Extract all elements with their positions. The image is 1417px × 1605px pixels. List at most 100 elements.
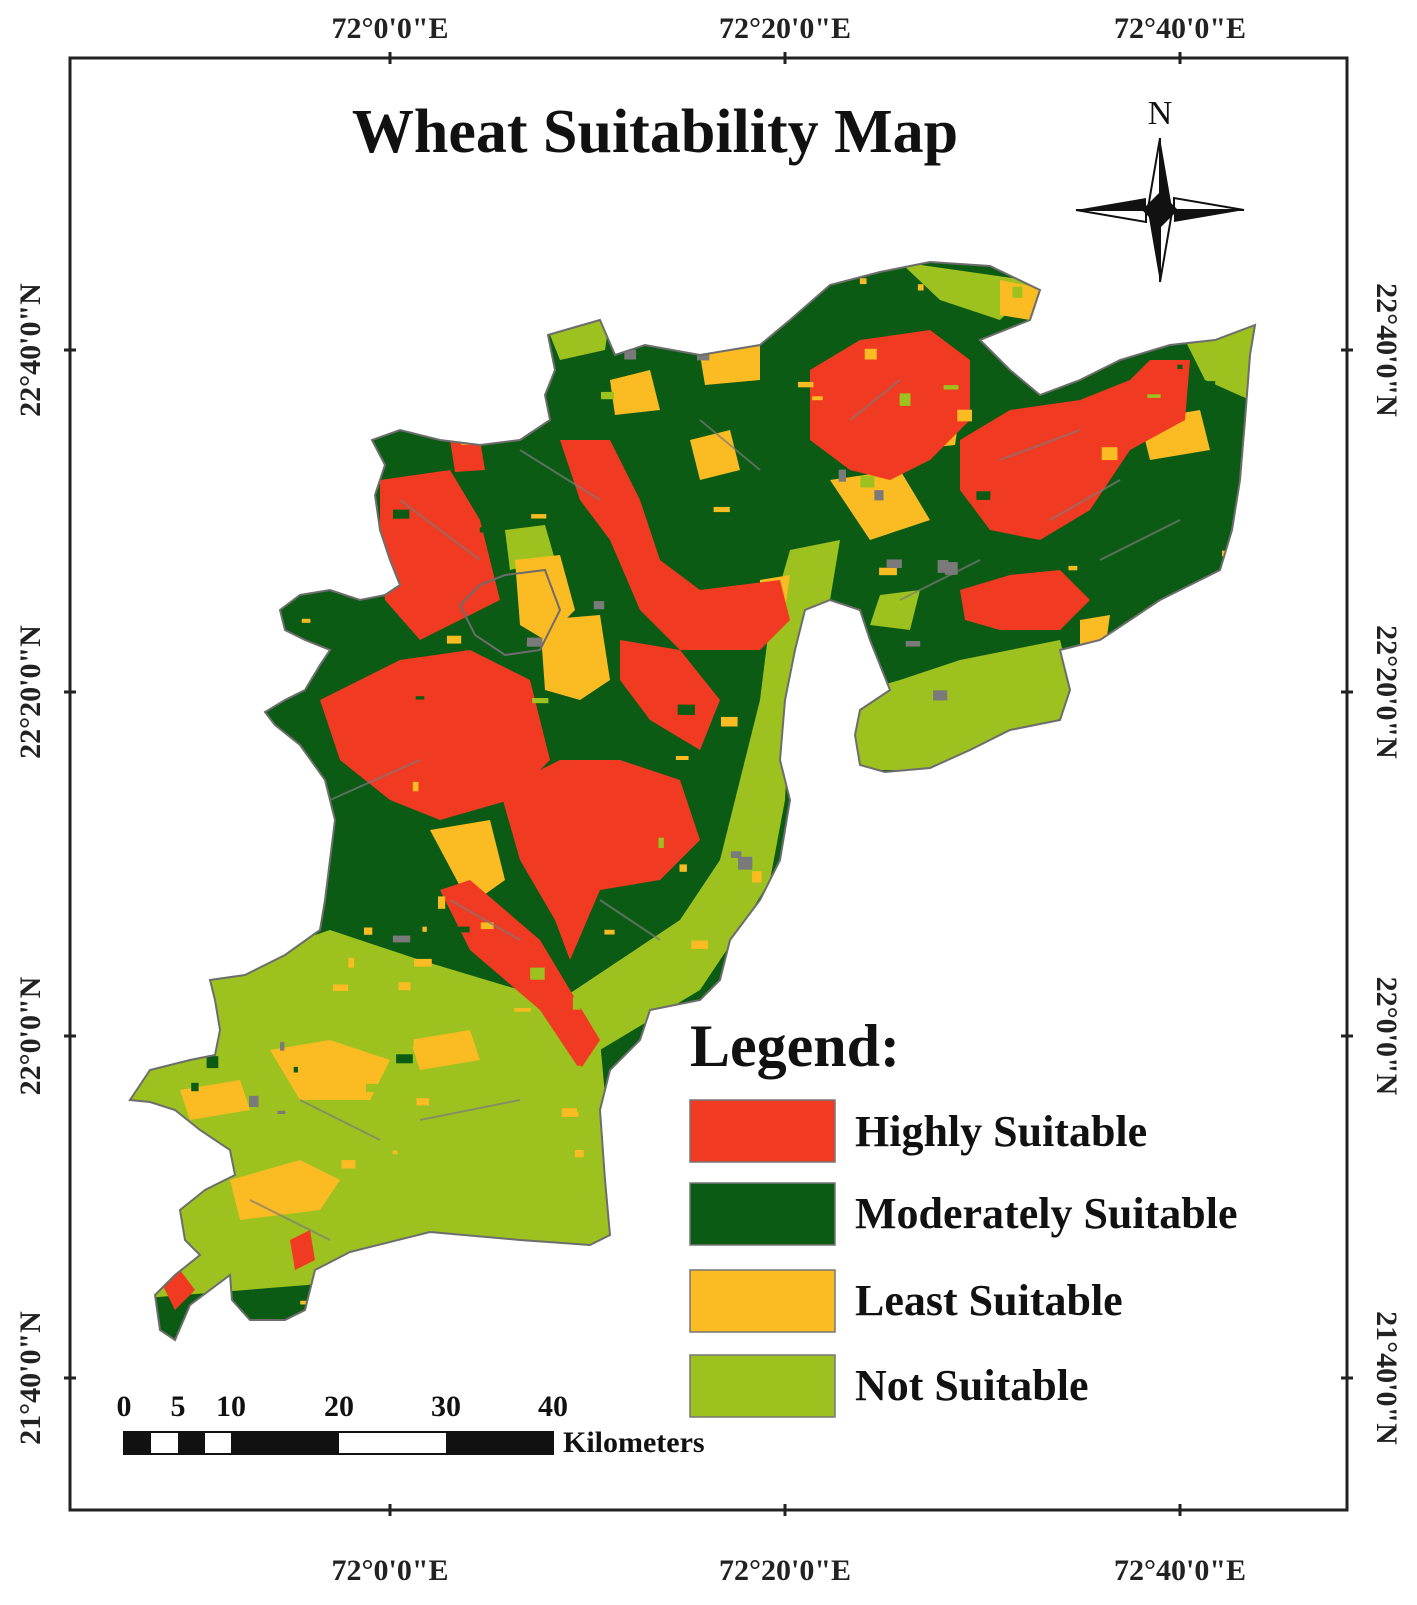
parcel-speck [1058, 1062, 1072, 1066]
parcel-speck [574, 1150, 584, 1158]
parcel-speck [142, 604, 158, 618]
parcel-speck [1180, 1120, 1186, 1126]
parcel-speck [1110, 1035, 1120, 1043]
parcel-speck [870, 1244, 878, 1256]
parcel-speck [364, 927, 373, 935]
parcel-speck [439, 1288, 446, 1296]
parcel-speck [957, 409, 972, 422]
parcel-speck [206, 1056, 219, 1069]
parcel-speck [285, 461, 303, 472]
parcel-speck [309, 1019, 324, 1032]
legend-title: Legend: [690, 1013, 900, 1079]
parcel-speck [843, 554, 849, 566]
parcel-speck [1082, 805, 1092, 815]
right-latitude-label: 22°20'0"N [1370, 625, 1403, 759]
parcel-speck [1131, 857, 1147, 864]
parcel-speck [899, 393, 911, 406]
parcel-speck [303, 775, 315, 781]
parcel-speck [287, 1037, 305, 1044]
parcel-speck [937, 560, 949, 573]
parcel-speck [452, 1098, 458, 1107]
left-latitude-label: 22°0'0"N [14, 976, 47, 1095]
right-latitude-label: 22°40'0"N [1370, 283, 1403, 417]
north-arrow-icon: N [1075, 95, 1245, 283]
parcel-speck [864, 348, 877, 360]
parcel-speck [254, 286, 270, 298]
parcel-speck [156, 407, 168, 419]
parcel-speck [675, 756, 689, 760]
parcel-speck [174, 302, 182, 313]
parcel-speck [412, 781, 419, 792]
parcel-speck [561, 1111, 579, 1117]
parcel-speck [558, 365, 566, 369]
parcel-speck [462, 401, 469, 409]
right-latitude-label: 21°40'0"N [1370, 1311, 1403, 1445]
parcel-speck [1004, 724, 1020, 729]
parcel-speck [480, 922, 494, 930]
left-latitude-label: 22°40'0"N [14, 283, 47, 417]
scale-tick-label: 30 [431, 1390, 461, 1423]
north-label: N [1148, 95, 1173, 132]
scale-tick-label: 40 [538, 1390, 568, 1423]
parcel-speck [1202, 1116, 1210, 1123]
parcel-speck [1175, 429, 1183, 433]
scale-bar-segment [231, 1432, 339, 1454]
parcel-speck [1164, 305, 1183, 311]
parcel-speck [147, 651, 158, 656]
parcel-speck [921, 1251, 927, 1260]
parcel-speck [301, 618, 311, 623]
parcel-speck [233, 713, 246, 725]
parcel-speck [601, 391, 614, 400]
top-longitude-label: 72°0'0"E [332, 12, 449, 45]
parcel-speck [1216, 930, 1224, 943]
parcel-speck [884, 846, 892, 853]
parcel-speck [734, 325, 741, 334]
parcel-speck [1177, 364, 1183, 370]
parcel-speck [1184, 591, 1198, 602]
bottom-longitude-label: 72°0'0"E [332, 1554, 449, 1587]
parcel-speck [572, 997, 581, 1010]
parcel-speck [452, 270, 467, 277]
parcel-speck [416, 1098, 430, 1106]
map-frame [68, 56, 1349, 1512]
parcel-speck [277, 1110, 286, 1114]
map-title: Wheat Suitability Map [352, 98, 958, 166]
parcel-speck [933, 690, 948, 701]
parcel-speck [781, 1087, 798, 1093]
parcel-speck [461, 1277, 467, 1284]
parcel-speck [235, 420, 253, 431]
graticule-ticks [64, 52, 1353, 1516]
parcel-speck [1112, 768, 1125, 776]
land-outline [128, 260, 1257, 1342]
parcel-speck [270, 471, 276, 477]
parcel-speck [1009, 1020, 1022, 1025]
parcel-speck [917, 284, 924, 291]
parcel-speck [860, 475, 875, 488]
parcel-speck [974, 962, 982, 970]
parcel-speck [1106, 725, 1113, 738]
parcel-speck [604, 929, 615, 935]
parcel-speck [800, 735, 812, 748]
parcel-speck [658, 837, 664, 848]
parcel-speck [1117, 635, 1125, 639]
parcel-speck [287, 396, 303, 408]
parcel-speck [752, 871, 762, 883]
parcel-speck [1190, 614, 1202, 622]
parcel-speck [646, 1187, 658, 1195]
parcel-speck [333, 323, 352, 328]
parcel-speck [859, 278, 867, 285]
parcel-speck [218, 505, 230, 509]
scale-bar-segment [178, 1432, 205, 1454]
parcel-speck [683, 325, 695, 329]
parcel-speck [636, 1053, 654, 1064]
parcel-speck [874, 490, 884, 501]
parcel-speck [348, 957, 354, 968]
parcel-speck [414, 958, 432, 967]
parcel-speck [143, 778, 156, 784]
parcel-speck [458, 926, 470, 933]
parcel-speck [404, 1035, 414, 1048]
parcel-speck [981, 773, 987, 778]
parcel-speck [628, 1283, 639, 1292]
parcel-speck [1062, 747, 1070, 754]
parcel-speck [697, 353, 710, 361]
